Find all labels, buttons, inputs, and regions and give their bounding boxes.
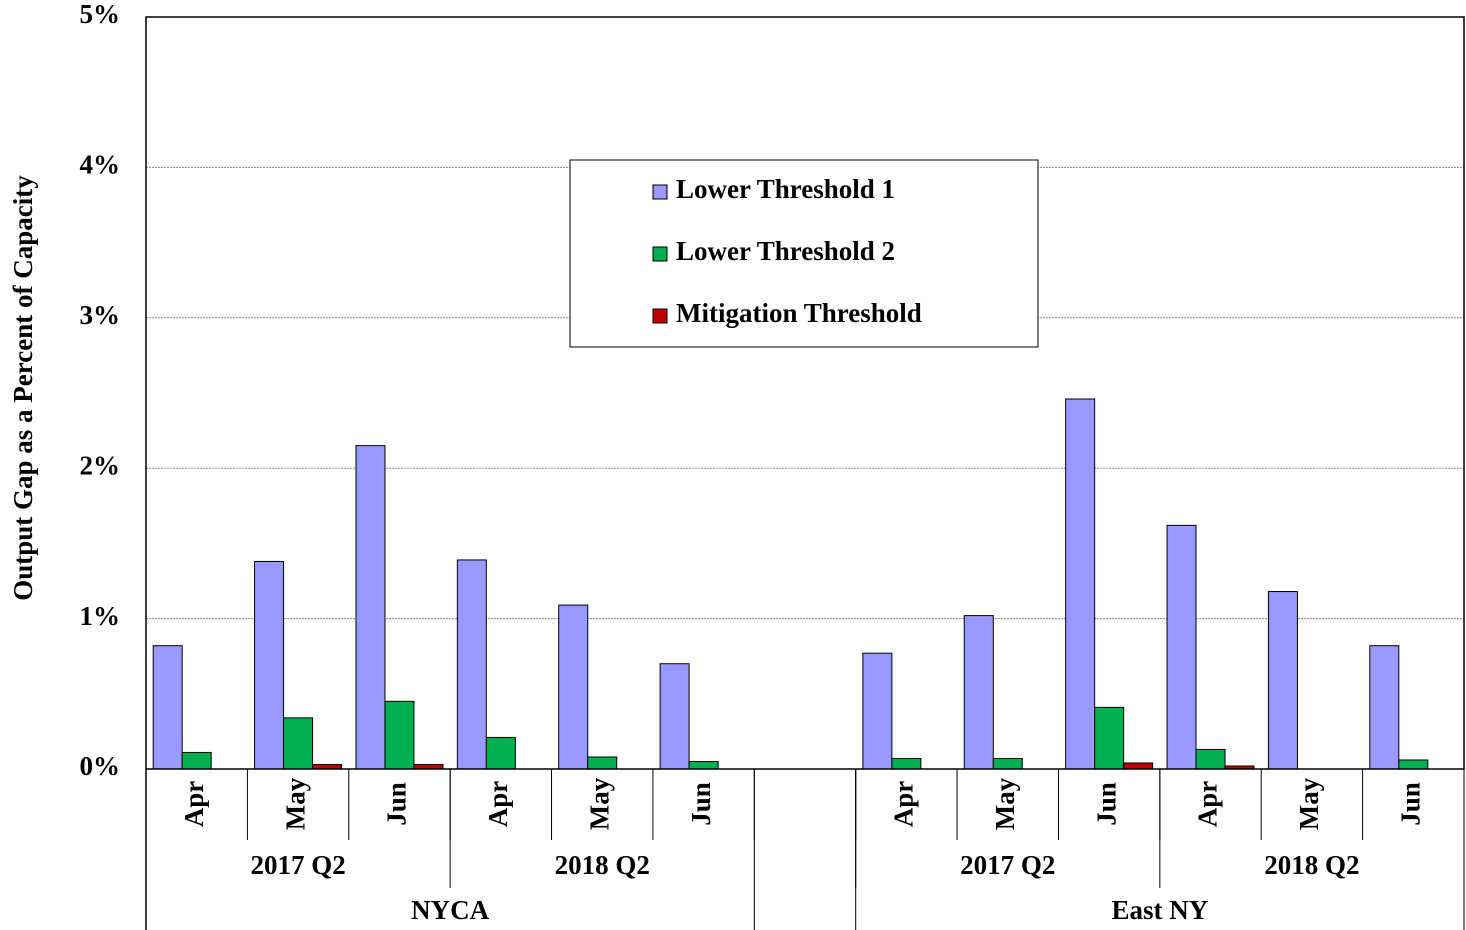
- bar: [254, 560, 285, 770]
- legend-label: Mitigation Threshold: [676, 298, 922, 328]
- quarter-label: 2017 Q2: [960, 850, 1055, 880]
- y-axis-label: Output Gap as a Percent of Capacity: [8, 175, 38, 601]
- bar: [1123, 762, 1154, 770]
- legend-label: Lower Threshold 1: [676, 174, 895, 204]
- y-tick-label: 0%: [80, 751, 121, 781]
- legend-swatch: [652, 184, 668, 200]
- bar: [1065, 398, 1096, 770]
- bar: [659, 663, 690, 770]
- bar: [485, 736, 516, 770]
- x-tick-label: May: [990, 777, 1020, 830]
- bar: [1398, 759, 1429, 770]
- x-tick-label: May: [280, 777, 310, 830]
- bar: [384, 700, 415, 770]
- x-tick-label: Apr: [179, 781, 209, 828]
- quarter-label: 2018 Q2: [1264, 850, 1359, 880]
- y-tick-label: 4%: [80, 150, 121, 180]
- x-tick-label: Jun: [1091, 782, 1121, 826]
- bar: [456, 559, 487, 770]
- region-label: East NY: [1111, 895, 1208, 925]
- bar: [283, 717, 314, 770]
- legend-label: Lower Threshold 2: [676, 236, 895, 266]
- quarter-label: 2017 Q2: [250, 850, 345, 880]
- bar: [558, 604, 589, 770]
- bar: [891, 757, 922, 770]
- x-tick-label: Apr: [483, 781, 513, 828]
- x-tick-label: Jun: [1396, 782, 1426, 826]
- quarter-label: 2018 Q2: [555, 850, 650, 880]
- plot-frame: [145, 16, 1465, 770]
- x-tick-label: Apr: [889, 781, 919, 828]
- x-tick-label: May: [1294, 777, 1324, 830]
- y-tick-label: 5%: [80, 0, 121, 29]
- region-label: NYCA: [411, 895, 489, 925]
- x-tick-label: Jun: [686, 782, 716, 826]
- bar: [1267, 591, 1298, 770]
- bar: [1195, 748, 1226, 770]
- y-tick-label: 3%: [80, 300, 121, 330]
- legend-swatch: [652, 246, 668, 262]
- bar: [992, 757, 1023, 770]
- y-tick-label: 1%: [80, 601, 121, 631]
- bar: [1166, 524, 1197, 770]
- x-tick-label: May: [584, 777, 614, 830]
- y-tick-label: 2%: [80, 450, 121, 480]
- bar: [587, 756, 618, 770]
- bar: [355, 445, 386, 770]
- bar: [1369, 645, 1400, 770]
- legend-swatch: [652, 308, 668, 324]
- bar: [688, 760, 719, 770]
- bar: [152, 645, 183, 770]
- bar: [862, 652, 893, 770]
- legend-box: [569, 159, 1039, 348]
- bar: [1094, 706, 1125, 770]
- bar: [181, 751, 212, 770]
- x-tick-label: Jun: [382, 782, 412, 826]
- bar: [963, 615, 994, 770]
- x-tick-label: Apr: [1193, 781, 1223, 828]
